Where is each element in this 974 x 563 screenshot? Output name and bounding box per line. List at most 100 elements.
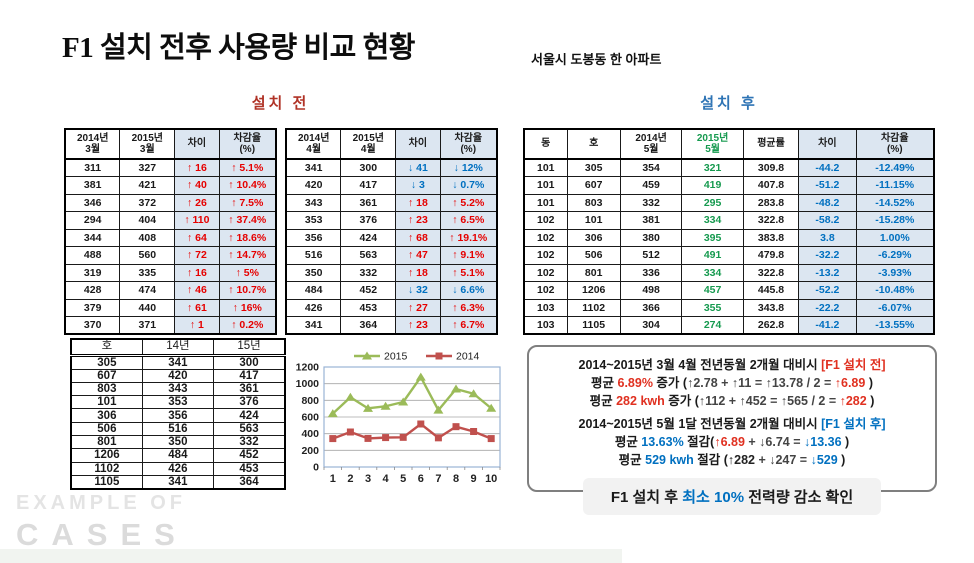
table-cell: 306 xyxy=(566,228,621,247)
table-cell: -44.2 xyxy=(798,158,857,177)
table-header-row: 호 14년 15년 xyxy=(70,338,286,357)
table-cell: 506 xyxy=(70,421,143,436)
table-cell: 103 xyxy=(523,298,568,317)
table-cell: 300 xyxy=(340,158,397,177)
table-cell: 516 xyxy=(285,246,342,265)
table-cell: ↓ 41 xyxy=(395,158,441,177)
table-cell: ↑ 16% xyxy=(218,298,277,317)
table-cell: 395 xyxy=(681,228,744,247)
summary-segment: ↑6.89 xyxy=(714,435,745,449)
table-cell: 311 xyxy=(64,158,121,177)
table-cell: 274 xyxy=(681,316,744,335)
table-cell: 305 xyxy=(70,354,143,370)
table-cell: 300 xyxy=(213,354,286,370)
table-cell: ↑ 61 xyxy=(174,298,220,317)
table-cell: 350 xyxy=(141,434,215,450)
table-cell: -15.28% xyxy=(855,211,935,230)
table-cell: 334 xyxy=(681,263,744,282)
summary-segment: 6.89% xyxy=(617,376,653,390)
table-row: 102 801 336 334 322.8 -13.2 -3.93% xyxy=(523,263,935,282)
table-row: 350 332 ↑ 18 ↑ 5.1% xyxy=(285,263,498,282)
table-cell: 102 xyxy=(523,281,568,300)
table-cell: 474 xyxy=(119,281,176,300)
table-cell: 346 xyxy=(64,193,121,212)
summary-segment: + ↓6.74 = xyxy=(744,435,805,449)
y-axis-label: 200 xyxy=(301,445,319,457)
table-cell: 356 xyxy=(285,228,342,247)
table-cell: 103 xyxy=(523,316,568,335)
table-cell: 372 xyxy=(119,193,176,212)
table-cell: 차감율 (%) xyxy=(855,128,935,160)
table-row: 344 408 ↑ 64 ↑ 18.6% xyxy=(64,228,277,247)
data-point-marker xyxy=(380,401,391,410)
summary-segment: 529 kwh xyxy=(645,453,694,467)
table-cell: 304 xyxy=(619,316,683,335)
table-row: 294 404 ↑ 110 ↑ 37.4% xyxy=(64,211,277,230)
table-cell: 102 xyxy=(523,211,568,230)
table-row: 101 803 332 295 283.8 -48.2 -14.52% xyxy=(523,193,935,212)
table-cell: ↑ 1 xyxy=(174,316,220,335)
data-point-marker xyxy=(452,423,460,431)
table-cell: 322.8 xyxy=(742,211,800,230)
table-cell: ↑ 14.7% xyxy=(218,246,277,265)
x-axis-label: 2 xyxy=(347,473,353,485)
table-row: 516 563 ↑ 47 ↑ 9.1% xyxy=(285,246,498,265)
section-label-after: 설치 후 xyxy=(700,95,758,112)
table-cell: ↑ 26 xyxy=(174,193,220,212)
table-cell: 305 xyxy=(566,158,621,177)
data-point-marker xyxy=(363,403,373,412)
table-cell: 488 xyxy=(64,246,121,265)
summary-segment: 절감 ( xyxy=(693,453,728,467)
table-cell: 459 xyxy=(619,176,683,195)
table-cell: ↑ 6.5% xyxy=(439,211,498,230)
table-cell: -52.2 xyxy=(798,281,857,300)
table-cell: 343.8 xyxy=(742,298,800,317)
summary-segment: 평균 xyxy=(618,453,646,467)
table-cell: 1102 xyxy=(70,461,143,476)
table-cell: 560 xyxy=(119,246,176,265)
table-cell: 2015년 4월 xyxy=(340,128,397,160)
summary-segment: 평균 xyxy=(614,435,642,449)
table-row: 1206 484 452 xyxy=(70,448,286,463)
table-cell: -6.29% xyxy=(855,246,935,265)
table-cell: 차이 xyxy=(174,128,220,160)
table-cell: 426 xyxy=(285,298,342,317)
table-cell: ↑ 6.3% xyxy=(439,298,498,317)
table-cell: 364 xyxy=(213,474,286,490)
table-cell: 3.8 xyxy=(798,228,857,247)
summary-segment: ) xyxy=(837,453,846,467)
summary-segment: F1 설치 후 xyxy=(610,489,683,506)
table-header-row: 동 호 2014년 5월 2015년 5월 평균률 차이 차감율 (%) xyxy=(523,128,935,160)
table-cell: 424 xyxy=(340,228,397,247)
table-cell: 440 xyxy=(119,298,176,317)
table-row: 305 341 300 xyxy=(70,354,286,370)
data-point-marker xyxy=(362,351,372,360)
table-row: 381 421 ↑ 40 ↑ 10.4% xyxy=(64,176,277,195)
table-cell: 319 xyxy=(64,263,121,282)
table-cell: ↑ 5.2% xyxy=(439,193,498,212)
table-cell: 294 xyxy=(64,211,121,230)
table-row: 801 350 332 xyxy=(70,434,286,450)
table-cell: 479.8 xyxy=(742,246,800,265)
table-cell: 102 xyxy=(523,263,568,282)
table-cell: ↑ 18.6% xyxy=(218,228,277,247)
table-cell: 350 xyxy=(285,263,342,282)
table-cell: 445.8 xyxy=(742,281,800,300)
table-row: 103 1102 366 355 343.8 -22.2 -6.07% xyxy=(523,298,935,317)
table-cell: 322.8 xyxy=(742,263,800,282)
summary-segment: 전력량 감소 확인 xyxy=(744,489,854,506)
table-cell: 607 xyxy=(70,368,143,383)
table-cell: ↓ 0.7% xyxy=(439,176,498,195)
data-point-marker xyxy=(327,409,338,418)
table-cell: ↑ 5.1% xyxy=(439,263,498,282)
table-cell: 407.8 xyxy=(742,176,800,195)
table-cell: 381 xyxy=(619,211,683,230)
table-before-march: 2014년 3월 2015년 3월 차이 차감율 (%) 311 327 ↑ 16 ↑ 5.1… xyxy=(64,128,277,335)
chart-svg: 0 200 400 600 800 1000 1200 1 2 3 4 5 6 7 8 9 10 2015 2014 xyxy=(296,351,501,485)
table-cell: -22.2 xyxy=(798,298,857,317)
table-cell: -11.15% xyxy=(855,176,935,195)
table-cell: 334 xyxy=(681,211,744,230)
table-cell: -13.55% xyxy=(855,316,935,335)
table-cell: 2015년 5월 xyxy=(681,128,744,160)
table-cell: 15년 xyxy=(213,338,286,357)
